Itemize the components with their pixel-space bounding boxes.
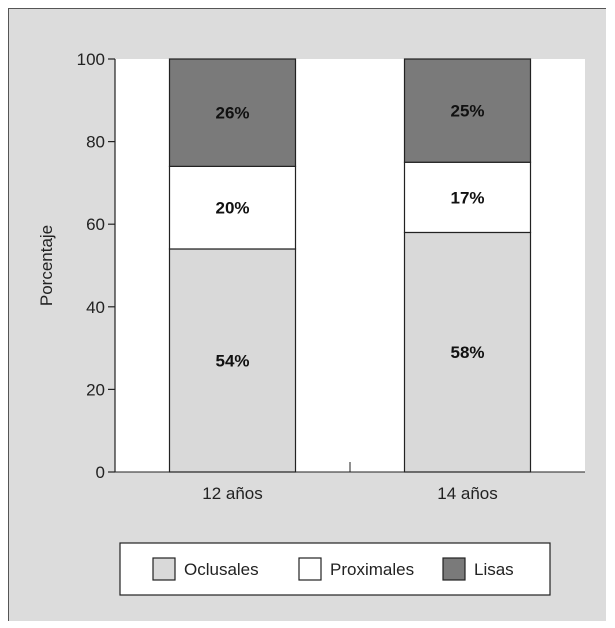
bar-oclusales-2 bbox=[403, 231, 532, 473]
legend: Oclusales Proximales Lisas bbox=[119, 542, 551, 596]
x-tick-label-2: 14 años bbox=[437, 484, 498, 503]
legend-label-lisas: Lisas bbox=[474, 560, 514, 579]
data-label-oclusales-2: 58% bbox=[450, 343, 484, 362]
y-tick-label-60: 60 bbox=[86, 215, 105, 234]
y-tick-label-20: 20 bbox=[86, 380, 105, 399]
data-label-oclusales-1: 54% bbox=[215, 351, 249, 370]
legend-swatch-oclusales bbox=[152, 557, 176, 581]
legend-swatch-proximales bbox=[298, 557, 322, 581]
bar-oclusales-1 bbox=[168, 248, 297, 473]
data-label-lisas-1: 26% bbox=[215, 104, 249, 123]
bar-lisas-2 bbox=[403, 58, 532, 163]
y-tick-label-100: 100 bbox=[77, 50, 105, 69]
legend-swatch-lisas bbox=[442, 557, 466, 581]
bar-proximales-2 bbox=[403, 161, 532, 234]
bar-proximales-1 bbox=[168, 165, 297, 250]
data-label-proximales-1: 20% bbox=[215, 199, 249, 218]
legend-label-proximales: Proximales bbox=[330, 560, 414, 579]
bar-lisas-1 bbox=[168, 58, 297, 167]
legend-label-oclusales: Oclusales bbox=[184, 560, 259, 579]
data-label-proximales-2: 17% bbox=[450, 188, 484, 207]
y-tick-label-80: 80 bbox=[86, 133, 105, 152]
data-label-lisas-2: 25% bbox=[450, 102, 484, 121]
y-tick-label-40: 40 bbox=[86, 298, 105, 317]
y-axis-title: Porcentaje bbox=[37, 225, 56, 306]
y-tick-label-0: 0 bbox=[96, 463, 105, 482]
legend-box bbox=[119, 542, 551, 596]
x-tick-label-1: 12 años bbox=[202, 484, 263, 503]
